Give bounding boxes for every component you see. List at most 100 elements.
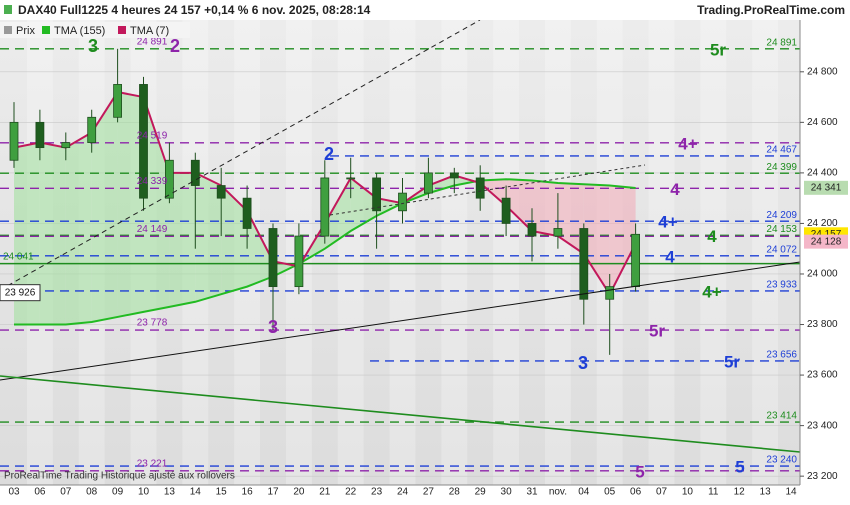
candle-body xyxy=(87,116,97,143)
legend-label: TMA (7) xyxy=(130,25,169,37)
fill-area xyxy=(143,97,170,312)
x-tick-label: 13 xyxy=(164,487,176,498)
candle-body xyxy=(190,159,200,186)
x-tick-label: 28 xyxy=(449,487,461,498)
day-band xyxy=(752,20,779,485)
day-band xyxy=(441,20,468,485)
trend-line xyxy=(0,261,801,381)
wave-label: 2 xyxy=(170,36,180,56)
fill-area xyxy=(350,177,377,232)
x-tick-label: 24 xyxy=(397,487,409,498)
x-axis xyxy=(0,485,850,500)
wave-label: 5 xyxy=(635,462,644,481)
level-label: 24 149 xyxy=(137,224,168,235)
fill-area xyxy=(221,185,248,295)
footer: ProRealTime Trading Historique ajusté au… xyxy=(4,471,235,482)
wave-label: 5r xyxy=(710,40,726,59)
day-band xyxy=(493,20,520,485)
price-marker-label: 24 128 xyxy=(811,236,842,247)
day-band xyxy=(337,20,364,485)
level-label: 24 153 xyxy=(766,224,797,235)
fill-area xyxy=(532,180,558,237)
level-label: 24 041 xyxy=(3,251,34,262)
fill-area xyxy=(609,185,636,295)
wave-label: 5r xyxy=(724,352,740,371)
fill-area xyxy=(117,92,144,317)
x-tick-label: 10 xyxy=(138,487,150,498)
x-tick-label: 29 xyxy=(475,487,487,498)
candle-body xyxy=(61,142,71,149)
wave-label: 4+ xyxy=(658,213,677,232)
candle-body xyxy=(320,177,330,237)
level-label: 24 467 xyxy=(766,145,797,156)
y-tick-label: 24 000 xyxy=(807,269,838,280)
x-tick-label: 09 xyxy=(112,487,124,498)
legend-swatch xyxy=(42,26,50,34)
candle-body xyxy=(449,172,459,179)
fill-area xyxy=(169,172,196,307)
wave-label: 5r xyxy=(649,322,665,341)
candle-body xyxy=(268,228,278,288)
trend-line xyxy=(0,19,481,291)
fill-area xyxy=(428,175,455,194)
y-tick-label: 23 800 xyxy=(807,319,838,330)
icon xyxy=(4,5,12,14)
legend-swatch xyxy=(4,26,12,34)
legend-label: Prix xyxy=(16,25,35,37)
x-tick-label: 17 xyxy=(267,487,279,498)
x-tick-label: 08 xyxy=(86,487,98,498)
level-label: 24 891 xyxy=(137,36,168,47)
header xyxy=(0,0,850,20)
indicator-line xyxy=(14,178,636,326)
candle-body xyxy=(346,177,356,180)
fill-area xyxy=(583,184,610,295)
left-marker xyxy=(0,284,41,302)
x-tick-label: 12 xyxy=(734,487,746,498)
candle-body xyxy=(294,235,304,288)
price-marker xyxy=(804,180,848,195)
y-tick-label: 23 600 xyxy=(807,370,838,381)
x-tick-label: 20 xyxy=(293,487,305,498)
source: Trading.ProRealTime.com xyxy=(697,3,845,17)
price-marker-label: 24 341 xyxy=(811,182,842,193)
x-tick-label: 04 xyxy=(578,487,590,498)
x-tick-label: 30 xyxy=(501,487,513,498)
fill-area xyxy=(65,132,92,325)
y-tick-label: 24 600 xyxy=(807,117,838,128)
level-label: 23 656 xyxy=(766,350,797,361)
x-tick-label: 31 xyxy=(526,487,538,498)
wave-label: 5 xyxy=(735,458,744,477)
level-label: 23 778 xyxy=(137,318,168,329)
day-band xyxy=(648,20,675,485)
level-label: 24 339 xyxy=(137,176,168,187)
x-tick-label: 14 xyxy=(785,487,797,498)
x-tick-label: nov. xyxy=(549,487,567,498)
legend-swatch xyxy=(118,26,126,34)
level-label: 23 240 xyxy=(766,455,797,466)
wave-label: 3 xyxy=(578,353,588,373)
y-tick-label: 24 400 xyxy=(807,168,838,179)
y-axis xyxy=(800,20,850,485)
level-label: 24 209 xyxy=(766,210,797,221)
level-label: 24 891 xyxy=(766,37,797,48)
level-label: 23 221 xyxy=(137,458,168,469)
x-tick-label: 10 xyxy=(682,487,694,498)
x-tick-label: 23 xyxy=(371,487,383,498)
level-label: 24 072 xyxy=(766,244,797,255)
x-tick-label: 07 xyxy=(60,487,72,498)
x-tick-label: 22 xyxy=(345,487,357,498)
x-tick-label: 14 xyxy=(190,487,202,498)
day-band xyxy=(389,20,416,485)
day-band xyxy=(544,20,571,485)
candle-body xyxy=(423,172,433,194)
wave-label: 4+ xyxy=(678,134,697,153)
level-label: 23 933 xyxy=(766,280,797,291)
level-label: 23 414 xyxy=(766,411,797,422)
candle-body xyxy=(553,228,563,237)
candle-body xyxy=(164,159,174,199)
wave-label: 4 xyxy=(707,227,717,246)
fill-area xyxy=(195,172,222,302)
y-tick-label: 24 200 xyxy=(807,218,838,229)
candle-body xyxy=(242,197,252,229)
